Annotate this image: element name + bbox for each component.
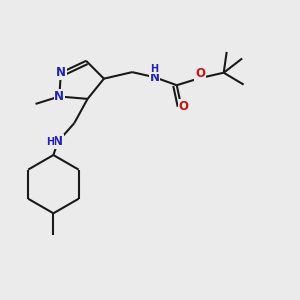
Text: N: N: [56, 66, 66, 79]
Text: N: N: [53, 135, 63, 148]
Text: N: N: [149, 71, 160, 84]
Text: H: H: [150, 64, 158, 74]
Text: O: O: [195, 67, 205, 80]
Text: N: N: [54, 90, 64, 103]
Text: O: O: [178, 100, 189, 112]
Text: H: H: [46, 137, 55, 147]
